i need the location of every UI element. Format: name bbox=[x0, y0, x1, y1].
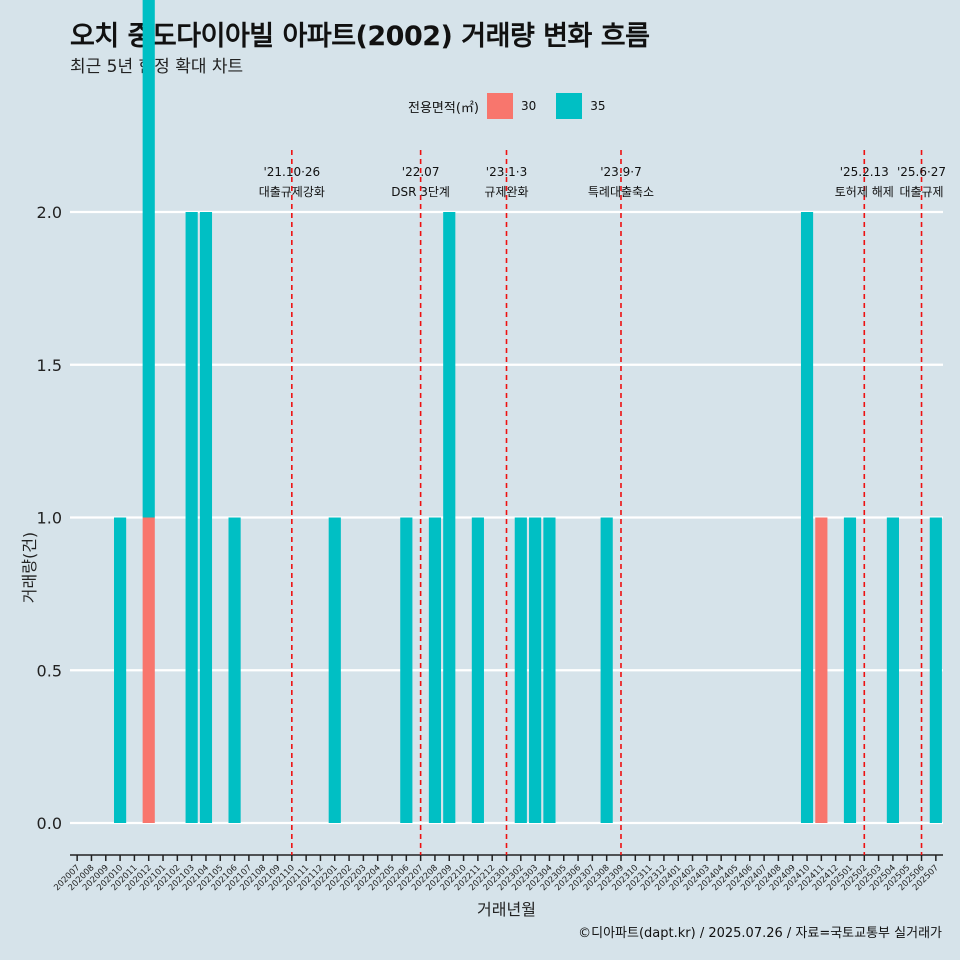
bar-35-202209 bbox=[443, 212, 456, 823]
legend: 전용면적(㎡) 30 35 bbox=[408, 93, 626, 119]
event-date-label: '23.1·3 bbox=[486, 165, 527, 179]
bar-35-202208 bbox=[428, 517, 442, 823]
bar-35-202103 bbox=[185, 212, 198, 823]
chart-subtitle: 최근 5년 한정 확대 차트 bbox=[70, 57, 244, 77]
bar-35-202106 bbox=[228, 517, 241, 823]
bar-35-202308 bbox=[600, 517, 613, 823]
bar-35-202012 bbox=[142, 0, 155, 518]
event-name-label: 토허제 해제 bbox=[835, 185, 894, 199]
bar-35-202211 bbox=[471, 517, 484, 823]
event-date-label: '21.10·26 bbox=[263, 165, 320, 179]
bar-30-202411 bbox=[815, 517, 828, 823]
bar-35-202104 bbox=[199, 212, 213, 823]
chart-caption: ©디아파트(dapt.kr) / 2025.07.26 / 자료=국토교통부 실… bbox=[578, 926, 942, 941]
y-tick-label: 2.0 bbox=[37, 203, 62, 222]
bar-35-202410 bbox=[800, 212, 814, 823]
legend-key-30 bbox=[486, 93, 513, 119]
legend-label-35: 35 bbox=[590, 99, 606, 113]
bar-35-202303 bbox=[529, 517, 542, 823]
event-date-label: '25.2.13 bbox=[840, 165, 889, 179]
bar-35-202504 bbox=[886, 517, 899, 823]
y-axis-title: 거래량(건) bbox=[20, 532, 39, 603]
event-date-label: '25.6·27 bbox=[897, 165, 946, 179]
event-name-label: 대출규제강화 bbox=[259, 185, 325, 199]
legend-title: 전용면적(㎡) bbox=[408, 100, 479, 116]
bar-35-202501 bbox=[843, 517, 857, 823]
bar-35-202302 bbox=[514, 517, 527, 823]
y-tick-label: 1.5 bbox=[37, 356, 62, 375]
chart-title: 오치 중도다이아빌 아파트(2002) 거래량 변화 흐름 bbox=[70, 21, 650, 52]
y-tick-label: 0.5 bbox=[37, 661, 62, 680]
x-axis-title: 거래년월 bbox=[477, 900, 536, 919]
bar-35-202507 bbox=[929, 517, 942, 823]
event-date-label: '22.07 bbox=[402, 165, 440, 179]
y-tick-label: 1.0 bbox=[37, 509, 62, 528]
y-tick-label: 0.0 bbox=[37, 814, 62, 833]
bar-30-202012 bbox=[142, 517, 155, 823]
bar-35-202304 bbox=[543, 517, 556, 823]
event-date-label: '23.9·7 bbox=[600, 165, 641, 179]
legend-label-30: 30 bbox=[520, 99, 537, 113]
event-name-label: DSR 3단계 bbox=[391, 185, 450, 199]
bar-35-202010 bbox=[114, 517, 127, 823]
legend-key-35 bbox=[556, 93, 583, 119]
bar-35-202201 bbox=[328, 517, 341, 823]
event-name-label: 대출규제 bbox=[899, 185, 943, 199]
event-name-label: 규제완화 bbox=[484, 185, 528, 199]
event-name-label: 특례대출축소 bbox=[588, 185, 654, 199]
bar-35-202206 bbox=[400, 517, 413, 823]
